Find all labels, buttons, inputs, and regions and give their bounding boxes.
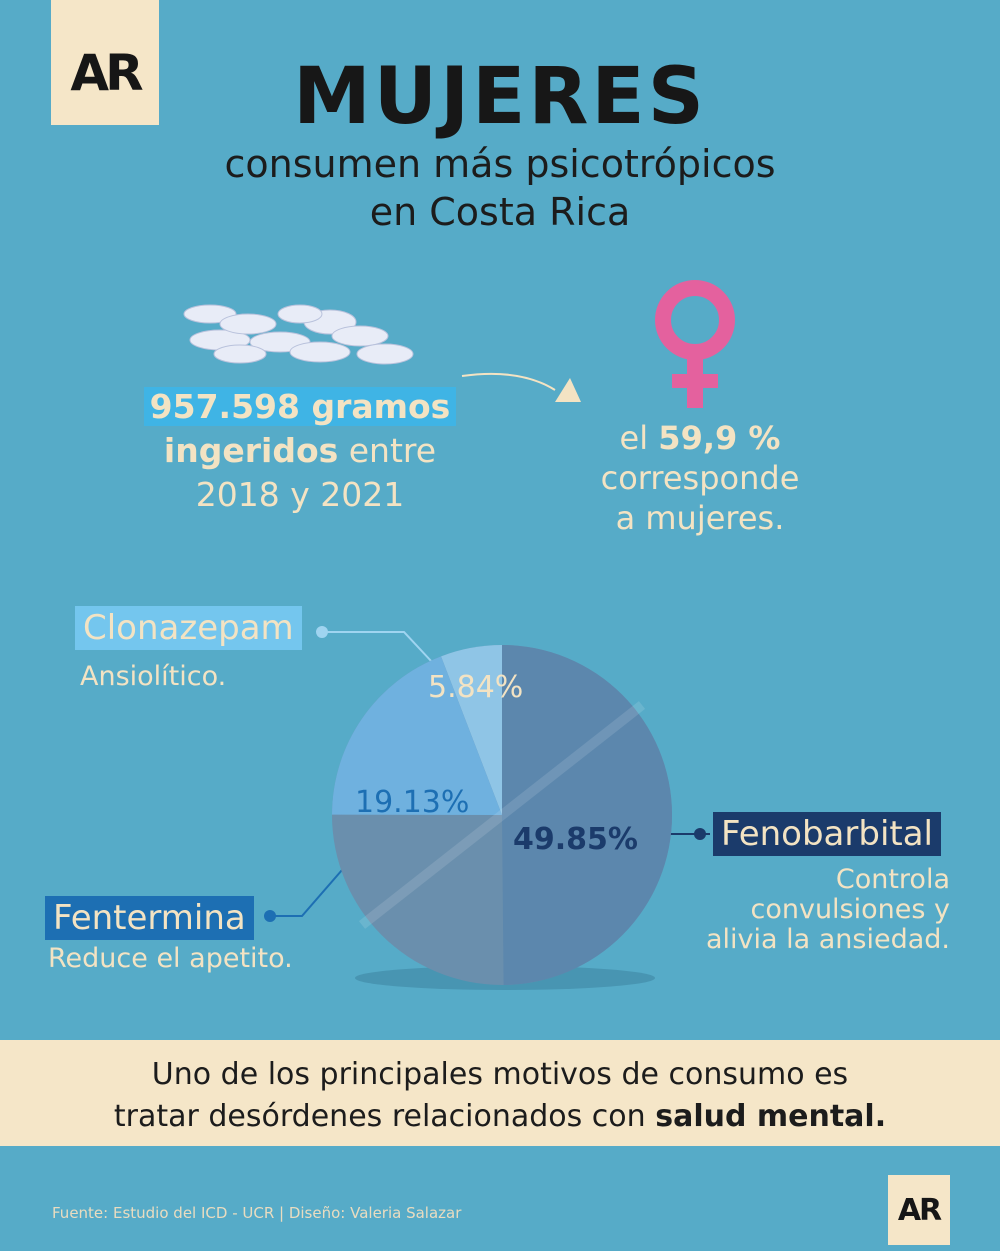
- subtitle-line-2: en Costa Rica: [369, 190, 631, 234]
- slice-label-fentermina: 19.13%: [355, 785, 470, 820]
- grams-bold: ingeridos: [163, 431, 339, 470]
- conclusion-bold: salud mental.: [655, 1099, 887, 1134]
- women-stat-line3: a mujeres.: [615, 499, 785, 537]
- clonazepam-dot: [316, 626, 328, 638]
- fenobarbital-desc-line1: Controla: [835, 864, 950, 895]
- grams-highlight: 957.598 gramos: [143, 387, 457, 426]
- subtitle-line-1: consumen más psicotrópicos: [224, 142, 776, 186]
- conclusion-line2: tratar desórdenes relacionados con: [113, 1099, 656, 1134]
- logo-bottom: AR: [888, 1175, 950, 1245]
- fenobarbital-dot: [694, 828, 706, 840]
- pie-slice-clonazepam: [441, 645, 502, 815]
- clonazepam-desc: Ansiolítico.: [80, 661, 227, 692]
- slice-label-fenobarbital: 49.85%: [513, 822, 638, 857]
- conclusion-line1: Uno de los principales motivos de consum…: [151, 1057, 849, 1092]
- women-stat-line2: corresponde: [600, 459, 800, 497]
- fenobarbital-desc-line3: alivia la ansiedad.: [705, 924, 950, 955]
- grams-rest: entre: [338, 431, 437, 470]
- women-percent: 59,9 %: [658, 419, 781, 457]
- fentermina-connector: [270, 869, 343, 917]
- grams-years: 2018 y 2021: [195, 475, 405, 514]
- slice-label-clonazepam: 5.84%: [428, 670, 524, 705]
- fenobarbital-name: Fenobarbital: [713, 812, 942, 856]
- source-credit: Fuente: Estudio del ICD - UCR | Diseño: …: [52, 1204, 462, 1222]
- pie-slice-fentermina: [332, 656, 502, 815]
- fentermina-desc: Reduce el apetito.: [48, 943, 293, 974]
- pill-score-line: [358, 701, 646, 929]
- clonazepam-connector: [322, 631, 433, 663]
- fentermina-name: Fentermina: [45, 896, 254, 940]
- women-stat: el 59,9 % corresponde a mujeres.: [560, 418, 840, 538]
- page-title: MUJERES: [293, 52, 707, 142]
- female-symbol-icon: [655, 280, 735, 408]
- page-subtitle: consumen más psicotrópicos en Costa Rica: [0, 140, 1000, 236]
- arrow-icon: [461, 372, 581, 402]
- fentermina-dot: [264, 910, 276, 922]
- grams-stat: 957.598 gramos ingeridos entre 2018 y 20…: [120, 385, 480, 517]
- clonazepam-name: Clonazepam: [75, 606, 302, 650]
- fenobarbital-desc: Controla convulsiones y alivia la ansied…: [706, 865, 950, 955]
- pills-illustration: [183, 304, 414, 365]
- logo-top: AR: [51, 0, 159, 125]
- fenobarbital-desc-line2: convulsiones y: [750, 894, 950, 925]
- conclusion-band: Uno de los principales motivos de consum…: [0, 1040, 1000, 1146]
- pie-slice-fenobarbital: [502, 645, 672, 985]
- women-stat-pre: el: [619, 419, 659, 457]
